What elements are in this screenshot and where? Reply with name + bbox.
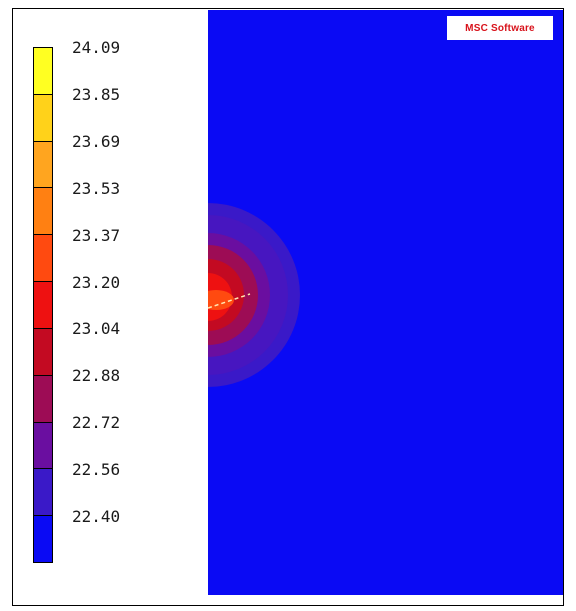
legend-swatch	[34, 48, 52, 95]
legend-label: 24.09	[72, 38, 121, 57]
logo-text: MSC Software	[465, 22, 535, 34]
legend-swatch	[34, 282, 52, 329]
legend-label: 23.04	[72, 319, 121, 339]
legend-label: 22.56	[72, 460, 121, 480]
legend-label: 23.85	[72, 84, 121, 104]
legend-label: 23.53	[72, 178, 121, 198]
legend-swatch	[34, 188, 52, 236]
legend-swatch	[34, 375, 52, 423]
legend-label: 22.72	[72, 413, 121, 433]
msc-software-logo: MSC Software	[447, 16, 553, 40]
legend-swatch	[34, 141, 52, 189]
crack-line	[208, 293, 251, 309]
legend-label: 23.20	[72, 272, 121, 292]
legend-label: 23.37	[72, 225, 121, 245]
contour-plot	[208, 10, 563, 595]
legend-swatch	[34, 328, 52, 376]
legend-swatch	[34, 422, 52, 470]
color-legend-bar	[33, 47, 53, 563]
legend-swatch	[34, 94, 52, 142]
legend-swatch	[34, 469, 52, 517]
contour-svg	[208, 10, 563, 595]
legend-label: 22.88	[72, 366, 121, 386]
legend-swatch	[34, 516, 52, 562]
legend-label: 23.69	[72, 131, 121, 151]
contour-band-23-37	[208, 290, 234, 310]
legend-swatch	[34, 235, 52, 283]
legend-label: 22.40	[72, 507, 121, 527]
